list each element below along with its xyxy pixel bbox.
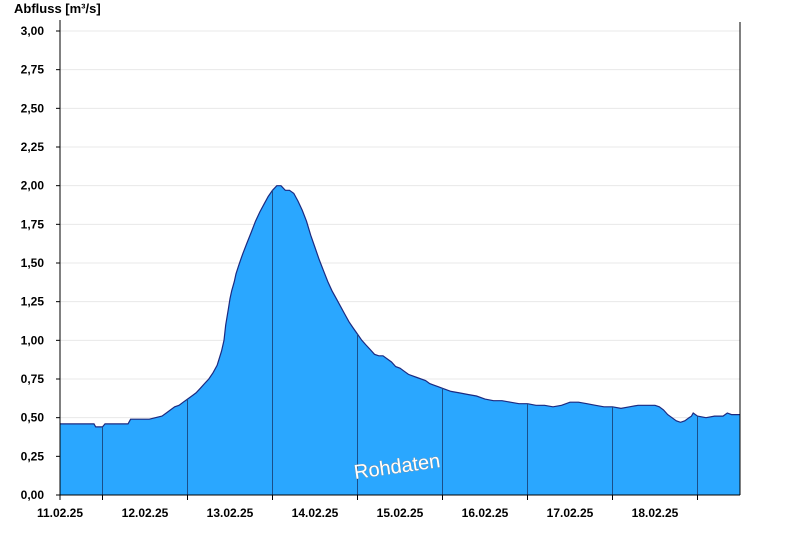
discharge-line: [60, 185, 740, 428]
x-tick-label: 13.02.25: [207, 506, 254, 520]
y-tick-label: 2,00: [21, 179, 45, 193]
y-tick-label: 2,50: [21, 101, 45, 115]
y-tick-label: 1,25: [21, 295, 45, 309]
y-tick-label: 0,50: [21, 411, 45, 425]
y-tick-label: 0,75: [21, 372, 45, 386]
x-tick-labels: 11.02.25 12.02.25 13.02.25 14.02.25 15.02.25…: [37, 506, 679, 520]
y-tick-label: 1,75: [21, 217, 45, 231]
x-tick-label: 18.02.25: [632, 506, 679, 520]
x-tick-label: 16.02.25: [462, 506, 509, 520]
x-tick-label: 11.02.25: [37, 506, 83, 520]
x-tick-label: 14.02.25: [292, 506, 339, 520]
y-tick-label: 1,00: [21, 333, 45, 347]
y-tick-labels: 0,00 0,25 0,50 0,75 1,00 1,25 1,50 1,75 2,00 2,25…: [21, 24, 45, 502]
x-tick-label: 15.02.25: [377, 506, 424, 520]
y-tick-label: 1,50: [21, 256, 45, 270]
axes: [59, 20, 741, 500]
x-tick-label: 12.02.25: [122, 506, 169, 520]
y-tick-label: 2,75: [21, 63, 45, 77]
y-tick-label: 0,25: [21, 449, 45, 463]
day-separator-lines: [102, 190, 698, 495]
y-axis-label: Abfluss [m³/s]: [14, 1, 101, 16]
y-tick-label: 3,00: [21, 24, 45, 38]
data-series: [60, 185, 740, 495]
y-tick-label: 0,00: [21, 488, 45, 502]
y-tick-label: 2,25: [21, 140, 45, 154]
area-fill: [60, 185, 740, 495]
x-tick-label: 17.02.25: [547, 506, 594, 520]
